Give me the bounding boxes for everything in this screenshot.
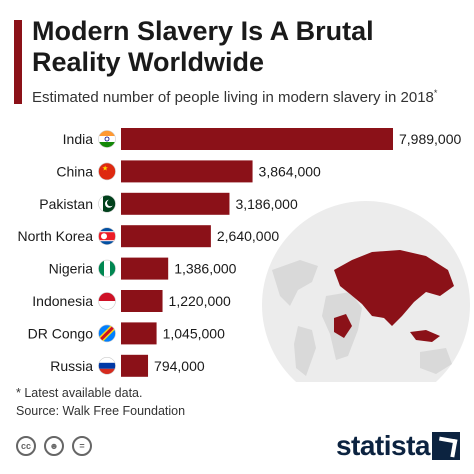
category-label: DR Congo: [28, 325, 94, 341]
india-flag-icon-green: [98, 142, 116, 148]
map-north-america: [272, 260, 318, 306]
bar: [121, 225, 211, 248]
nigeria-flag-icon-outline: [98, 259, 116, 278]
category-label: India: [63, 131, 94, 147]
map-south-america: [294, 326, 316, 376]
bar: [121, 192, 230, 215]
dr-congo-flag-icon-body: [98, 324, 116, 342]
china-flag-icon-red: [98, 162, 116, 180]
chart-title: Modern Slavery Is A Brutal Reality World…: [32, 16, 374, 77]
india-flag-icon-outline: [98, 130, 116, 148]
india-flag-icon-saffron: [98, 130, 116, 136]
indonesia-flag-icon-white: [98, 301, 116, 310]
dr-congo-flag-icon: [98, 324, 116, 343]
dr-congo-flag-icon-outline: [98, 324, 116, 343]
bar: [121, 128, 393, 150]
bar: [121, 160, 253, 183]
value-label: 1,045,000: [163, 325, 225, 341]
north-korea-flag-icon-disc: [101, 233, 107, 240]
bar: [121, 354, 149, 377]
russia-flag-icon-red: [98, 368, 116, 375]
china-flag-icon-body: ★: [98, 162, 116, 180]
pakistan-flag-icon-body: [98, 195, 116, 213]
nigeria-flag-icon: [98, 259, 116, 278]
cc-icon[interactable]: cc: [16, 436, 36, 456]
world-map-illustration: [262, 201, 470, 382]
subtitle-text: Estimated number of people living in mod…: [32, 89, 434, 106]
india-flag-icon-white: [98, 136, 116, 142]
value-label: 3,186,000: [235, 196, 297, 212]
source-text: Source: Walk Free Foundation: [16, 404, 186, 418]
pakistan-flag-icon-crescent-cut: [107, 199, 114, 207]
bar-chart: India 7,989,000 China ★ 3,864,000 Pakistan 3,1…: [18, 128, 470, 382]
equals-icon[interactable]: =: [72, 436, 92, 456]
indonesia-flag-icon: [98, 292, 116, 310]
pakistan-flag-icon-outline: [98, 195, 116, 213]
indonesia-flag-icon-outline: [98, 292, 116, 310]
map-highlighted-eurasia: [334, 250, 454, 326]
north-korea-flag-icon-outline: [98, 227, 116, 245]
india-flag-icon-wheel: [104, 136, 110, 142]
map-highlighted-indonesia: [410, 330, 440, 342]
russia-flag-icon-outline: [98, 357, 116, 375]
north-korea-flag-icon: [98, 227, 116, 245]
pakistan-flag-icon: [98, 195, 116, 213]
category-label: Indonesia: [32, 293, 93, 309]
nigeria-flag-icon-body: [98, 260, 116, 278]
nigeria-flag-icon-green-right: [110, 260, 116, 278]
bars-group: India 7,989,000 China ★ 3,864,000 Pakistan 3,1…: [18, 128, 461, 377]
chart-subtitle: Estimated number of people living in mod…: [32, 88, 437, 106]
value-label: 7,989,000: [399, 131, 461, 147]
category-label: Nigeria: [49, 261, 94, 277]
russia-flag-icon-white: [98, 357, 116, 363]
value-label: 2,640,000: [217, 228, 279, 244]
pakistan-flag-icon-white: [98, 195, 103, 213]
russia-flag-icon: [98, 357, 116, 375]
russia-flag-icon-blue: [98, 362, 116, 369]
statista-logo-icon[interactable]: [432, 432, 460, 460]
value-label: 1,386,000: [174, 261, 236, 277]
value-label: 3,864,000: [259, 163, 321, 179]
map-highlighted-central-africa: [334, 314, 352, 338]
statista-logo-text[interactable]: statista: [335, 430, 431, 461]
nigeria-flag-icon-green-left: [98, 260, 104, 278]
china-flag-icon-star: ★: [102, 164, 108, 172]
category-label: North Korea: [18, 228, 94, 244]
footnote: * Latest available data.: [16, 386, 143, 400]
value-label: 1,220,000: [169, 293, 231, 309]
bar: [121, 257, 169, 280]
person-icon[interactable]: ☻: [44, 436, 64, 456]
category-label: Russia: [50, 358, 93, 374]
nigeria-flag-icon-white: [104, 260, 110, 278]
china-flag-icon: ★: [98, 162, 116, 181]
indonesia-flag-icon-body: [98, 292, 116, 310]
map-australia: [420, 348, 452, 374]
subtitle-footnote-mark: *: [433, 88, 438, 98]
india-flag-icon-body: [98, 130, 116, 148]
russia-flag-icon-body: [98, 357, 116, 375]
bar: [121, 290, 163, 312]
value-label: 794,000: [154, 358, 205, 374]
india-flag-icon: [98, 130, 116, 148]
indonesia-flag-icon-red: [98, 292, 116, 301]
north-korea-flag-icon-body: [98, 227, 116, 245]
title-accent-bar: [14, 20, 22, 104]
category-label: Pakistan: [39, 196, 93, 212]
bar: [121, 322, 157, 345]
category-label: China: [56, 163, 93, 179]
china-flag-icon-outline: [98, 162, 116, 181]
